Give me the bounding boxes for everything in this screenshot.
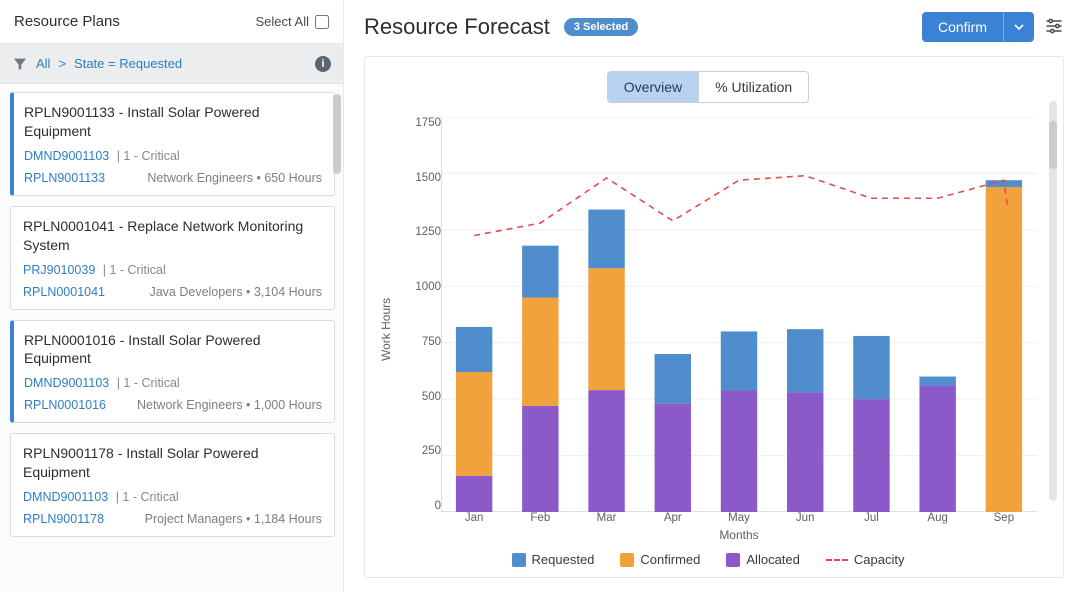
x-axis-label: Months — [441, 528, 1037, 542]
legend-requested[interactable]: Requested — [512, 552, 595, 567]
legend-capacity[interactable]: Capacity — [826, 552, 905, 567]
chart-plot — [441, 117, 1037, 512]
forecast-panel: Resource Forecast 3 Selected Confirm Ove… — [344, 0, 1080, 592]
plan-title: RPLN9001178 - Install Solar Powered Equi… — [23, 444, 322, 482]
demand-link[interactable]: DMND9001103 — [23, 490, 108, 504]
plan-code-link[interactable]: RPLN9001133 — [24, 171, 105, 185]
plan-sub: DMND9001103 | 1 - Critical — [24, 149, 322, 163]
page-title: Resource Forecast — [364, 14, 550, 40]
select-all[interactable]: Select All — [256, 14, 329, 29]
resource-plans-panel: Resource Plans Select All All > State = … — [0, 0, 344, 592]
tab-overview[interactable]: Overview — [608, 72, 698, 102]
filter-crumb-all[interactable]: All — [36, 56, 50, 71]
header-actions: Confirm — [922, 12, 1064, 42]
confirm-dropdown-toggle[interactable] — [1003, 12, 1034, 42]
select-all-label: Select All — [256, 14, 309, 29]
plan-card[interactable]: RPLN9001133 - Install Solar Powered Equi… — [10, 92, 335, 196]
plan-title: RPLN0001016 - Install Solar Powered Equi… — [24, 331, 322, 369]
plan-sub: DMND9001103 | 1 - Critical — [23, 490, 322, 504]
chart: Work Hours 02505007501000125015001750 Ja… — [379, 117, 1037, 542]
y-axis-ticks: 02505007501000125015001750 — [397, 117, 441, 512]
selected-count-pill: 3 Selected — [564, 18, 638, 36]
plan-meta: Network Engineers • 650 Hours — [147, 171, 322, 185]
legend-allocated[interactable]: Allocated — [726, 552, 799, 567]
plan-title: RPLN9001133 - Install Solar Powered Equi… — [24, 103, 322, 141]
filter-row: All > State = Requested i — [0, 44, 343, 84]
plan-list[interactable]: RPLN9001133 - Install Solar Powered Equi… — [0, 84, 343, 592]
funnel-icon — [12, 56, 28, 72]
plan-card[interactable]: RPLN0001016 - Install Solar Powered Equi… — [10, 320, 335, 424]
plan-code-link[interactable]: RPLN0001041 — [23, 285, 105, 299]
confirm-button-label: Confirm — [922, 12, 1003, 42]
plan-code-link[interactable]: RPLN9001178 — [23, 512, 104, 526]
sidebar-title: Resource Plans — [14, 13, 120, 30]
main-header: Resource Forecast 3 Selected Confirm — [364, 12, 1064, 42]
confirm-button[interactable]: Confirm — [922, 12, 1034, 42]
demand-link[interactable]: PRJ9010039 — [23, 263, 95, 277]
sidebar-header: Resource Plans Select All — [0, 0, 343, 44]
x-axis-ticks: JanFebMarAprMayJunJulAugSep — [441, 512, 1037, 524]
view-toggle: Overview % Utilization — [607, 71, 809, 103]
panel-scrollbar-thumb[interactable] — [1049, 121, 1057, 169]
demand-link[interactable]: DMND9001103 — [24, 149, 109, 163]
scrollbar-thumb[interactable] — [333, 94, 341, 174]
plan-code-link[interactable]: RPLN0001016 — [24, 398, 106, 412]
chevron-down-icon — [1014, 22, 1024, 32]
y-axis-label: Work Hours — [379, 117, 393, 542]
plan-title: RPLN0001041 - Replace Network Monitoring… — [23, 217, 322, 255]
filters-button[interactable] — [1044, 16, 1064, 39]
demand-link[interactable]: DMND9001103 — [24, 376, 109, 390]
chart-panel: Overview % Utilization Work Hours 025050… — [364, 56, 1064, 578]
plan-sub: PRJ9010039 | 1 - Critical — [23, 263, 322, 277]
sliders-icon — [1044, 16, 1064, 36]
info-icon[interactable]: i — [315, 56, 331, 72]
plan-card[interactable]: RPLN0001041 - Replace Network Monitoring… — [10, 206, 335, 310]
plan-meta: Network Engineers • 1,000 Hours — [137, 398, 322, 412]
plan-meta: Java Developers • 3,104 Hours — [149, 285, 322, 299]
filter-sep: > — [58, 56, 66, 71]
legend: Requested Confirmed Allocated Capacity — [379, 552, 1037, 567]
legend-confirmed[interactable]: Confirmed — [620, 552, 700, 567]
plan-card[interactable]: RPLN9001178 - Install Solar Powered Equi… — [10, 433, 335, 537]
plan-meta: Project Managers • 1,184 Hours — [145, 512, 322, 526]
filter-crumb-state[interactable]: State = Requested — [74, 56, 182, 71]
tab-utilization[interactable]: % Utilization — [698, 72, 808, 102]
plan-sub: DMND9001103 | 1 - Critical — [24, 376, 322, 390]
select-all-checkbox[interactable] — [315, 15, 329, 29]
